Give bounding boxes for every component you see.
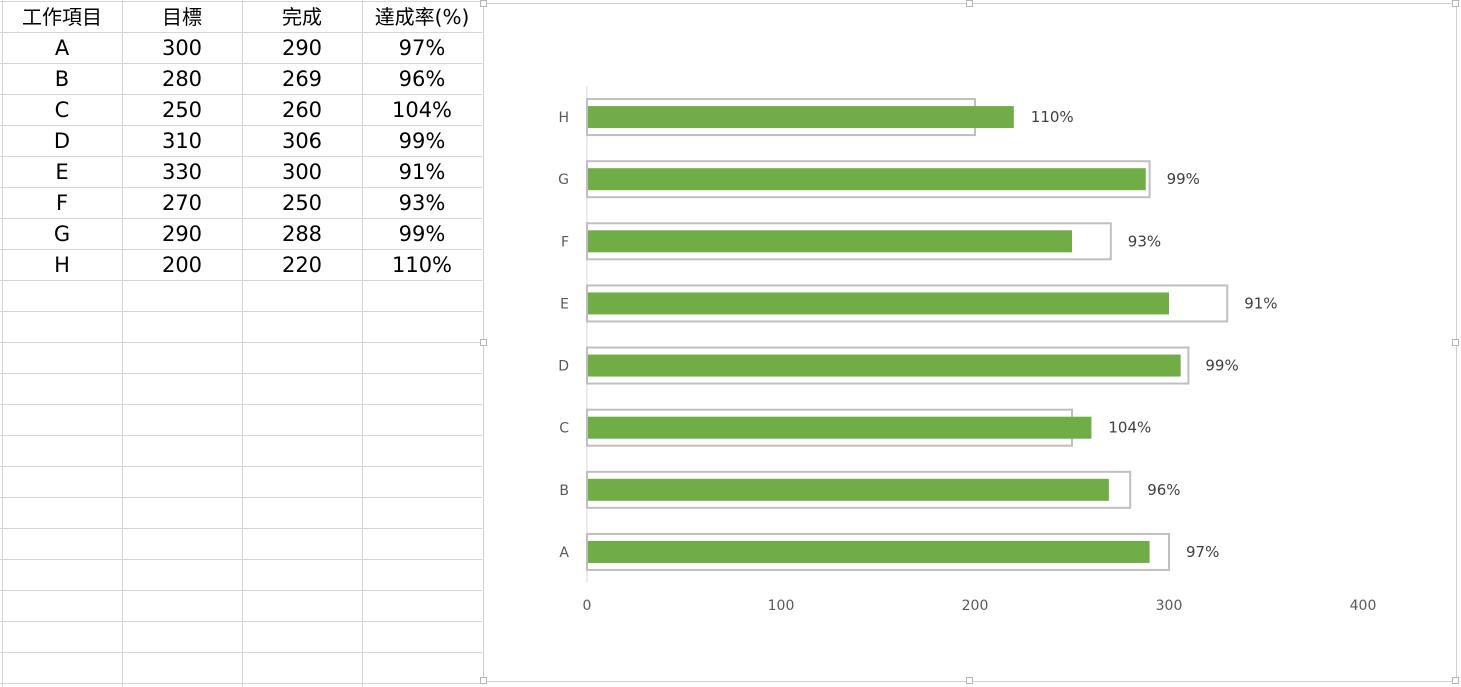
category-label: F xyxy=(561,234,569,250)
table-cell[interactable]: 104% xyxy=(391,98,453,122)
bar-chart: 0 100 200 300 400 A 97% B 96% C 104% D 99% E 91% F 93% G 9… xyxy=(558,86,1377,614)
table-cell[interactable]: G xyxy=(53,222,71,246)
table-cell[interactable]: 250 xyxy=(281,191,323,215)
category-label: A xyxy=(559,545,569,561)
data-label: 99% xyxy=(1205,357,1238,375)
table-cell[interactable]: E xyxy=(55,160,69,184)
data-label: 97% xyxy=(1186,543,1219,561)
header-cell[interactable]: 達成率(%) xyxy=(374,5,470,29)
target-bar xyxy=(586,470,1132,509)
table-cell[interactable]: 250 xyxy=(161,98,203,122)
target-bar xyxy=(586,284,1229,323)
resize-handle[interactable] xyxy=(480,677,487,684)
table-cell[interactable]: 260 xyxy=(281,98,323,122)
category-label: E xyxy=(560,296,569,312)
resize-handle[interactable] xyxy=(1452,677,1459,684)
actual-bar xyxy=(588,540,1150,563)
table-cell[interactable]: 330 xyxy=(161,160,203,184)
table-cell[interactable]: 110% xyxy=(391,253,453,277)
resize-handle[interactable] xyxy=(966,0,973,7)
table-cell[interactable]: 310 xyxy=(161,129,203,153)
table-cell[interactable]: 91% xyxy=(398,160,446,184)
actual-bar xyxy=(588,168,1146,191)
table-cell[interactable]: D xyxy=(53,129,71,153)
chart-area[interactable]: 0 100 200 300 400 A 97% B 96% C 104% D 99% E 91% F 93% G 9… xyxy=(480,0,1459,684)
table-cell[interactable]: H xyxy=(54,253,70,277)
table-cell[interactable]: 300 xyxy=(281,160,323,184)
actual-bar xyxy=(588,292,1169,315)
table-cell[interactable]: A xyxy=(54,36,70,60)
x-tick-label: 300 xyxy=(1156,598,1183,614)
x-tick-label: 100 xyxy=(768,598,795,614)
table-cell[interactable]: 290 xyxy=(161,222,203,246)
table-cell[interactable]: 280 xyxy=(161,67,203,91)
table-cell[interactable]: 200 xyxy=(161,253,203,277)
table-cell[interactable]: 96% xyxy=(398,67,446,91)
table-cell[interactable]: 220 xyxy=(281,253,323,277)
resize-handle[interactable] xyxy=(1452,0,1459,7)
header-cell[interactable]: 完成 xyxy=(282,5,322,29)
table-cell[interactable]: 288 xyxy=(281,222,323,246)
actual-bar xyxy=(588,416,1092,439)
table-cell[interactable]: 270 xyxy=(161,191,203,215)
table-cell[interactable]: 306 xyxy=(281,129,323,153)
data-label: 99% xyxy=(1167,170,1200,188)
resize-handle[interactable] xyxy=(480,0,487,7)
header-cell[interactable]: 目標 xyxy=(162,5,202,29)
table-cell[interactable]: 300 xyxy=(161,36,203,60)
category-label: B xyxy=(559,483,569,499)
table-cell[interactable]: 97% xyxy=(398,36,446,60)
actual-bar xyxy=(588,230,1072,253)
resize-handle[interactable] xyxy=(1452,338,1459,346)
data-label: 91% xyxy=(1244,294,1277,312)
data-label: 110% xyxy=(1031,108,1074,126)
target-bar xyxy=(586,346,1190,385)
resize-handle[interactable] xyxy=(480,338,487,346)
target-bar xyxy=(586,160,1151,199)
actual-bar xyxy=(588,478,1109,501)
x-tick-label: 0 xyxy=(583,598,592,614)
table-cell[interactable]: 93% xyxy=(398,191,446,215)
table-cell[interactable]: C xyxy=(54,98,70,122)
actual-bar xyxy=(588,354,1181,377)
resize-handle[interactable] xyxy=(966,677,973,684)
category-label: H xyxy=(558,110,569,126)
data-label: 96% xyxy=(1147,481,1180,499)
data-label: 104% xyxy=(1108,419,1151,437)
category-label: D xyxy=(558,359,569,375)
category-label: C xyxy=(559,421,569,437)
actual-bar xyxy=(588,106,1014,129)
table-cell[interactable]: 269 xyxy=(281,67,323,91)
table-cell[interactable]: F xyxy=(55,191,69,215)
header-cell[interactable]: 工作項目 xyxy=(22,5,102,29)
table-cell[interactable]: 290 xyxy=(281,36,323,60)
data-label: 93% xyxy=(1128,232,1161,250)
category-label: G xyxy=(558,172,569,188)
table-cell[interactable]: 99% xyxy=(398,129,446,153)
table-cell[interactable]: 99% xyxy=(398,222,446,246)
spreadsheet-grid[interactable]: 工作項目 目標 完成 達成率(%) A 300 290 97% B 280 269 96% C 250 26… xyxy=(0,0,482,687)
x-tick-label: 400 xyxy=(1350,598,1377,614)
table-cell[interactable]: B xyxy=(54,67,70,91)
x-tick-label: 200 xyxy=(962,598,989,614)
target-bar xyxy=(586,532,1170,571)
target-bar xyxy=(586,222,1112,261)
